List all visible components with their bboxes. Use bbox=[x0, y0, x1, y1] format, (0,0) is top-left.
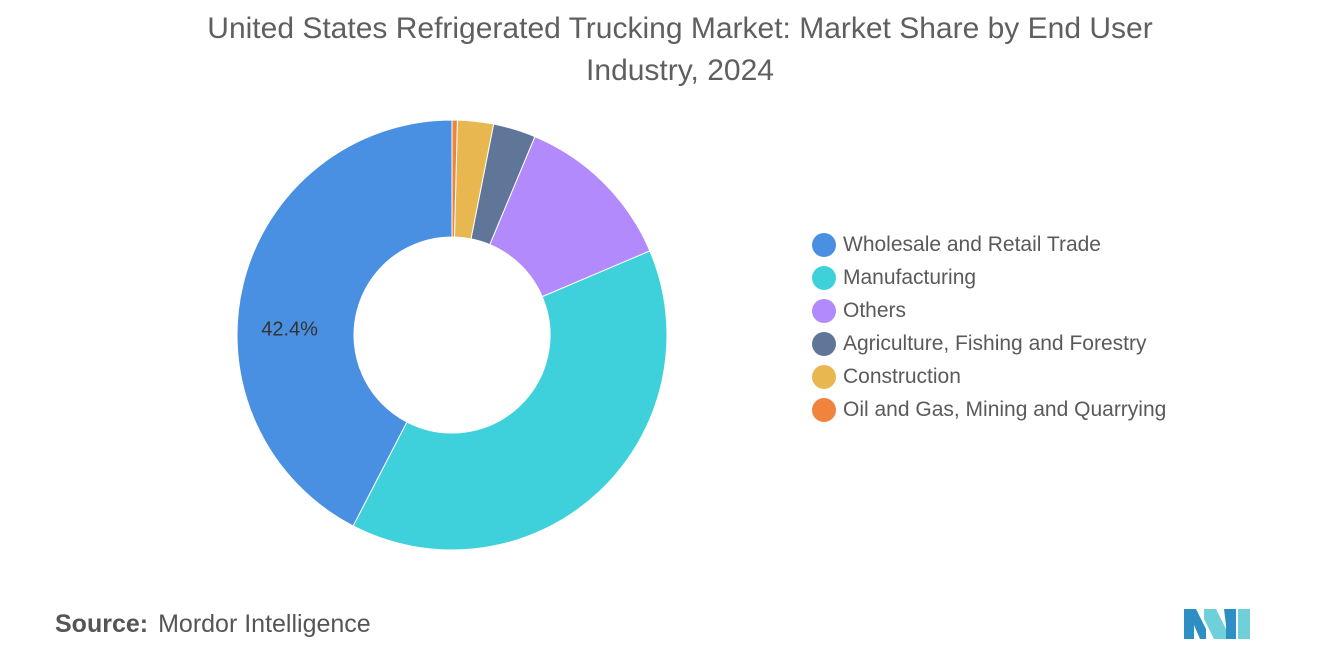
legend-swatch bbox=[812, 364, 836, 389]
legend-item: Others bbox=[812, 294, 1166, 327]
legend-swatch bbox=[812, 232, 836, 257]
legend-label: Wholesale and Retail Trade bbox=[843, 232, 1101, 256]
data-label: 42.4% bbox=[261, 319, 318, 341]
chart-legend: Wholesale and Retail Trade Manufacturing O… bbox=[812, 228, 1166, 426]
legend-label: Oil and Gas, Mining and Quarrying bbox=[843, 397, 1167, 421]
source-label: Source: bbox=[55, 610, 149, 638]
legend-label: Manufacturing bbox=[843, 265, 977, 289]
legend-swatch bbox=[812, 331, 836, 356]
legend-label: Agriculture, Fishing and Forestry bbox=[843, 331, 1147, 355]
pie-slice-oil-and-gas-mining-and-quarrying bbox=[451, 119, 458, 238]
legend-swatch bbox=[812, 397, 836, 422]
chart-title: United States Refrigerated Trucking Mark… bbox=[207, 12, 1153, 87]
legend-label: Construction bbox=[843, 364, 961, 388]
pie-slice-wholesale-and-retail-trade bbox=[236, 119, 453, 527]
mordor-intelligence-logo-icon bbox=[1184, 609, 1250, 639]
legend-item: Agriculture, Fishing and Forestry bbox=[812, 327, 1166, 360]
source-value: Mordor Intelligence bbox=[158, 610, 371, 638]
donut-chart: 42.4% bbox=[236, 119, 668, 551]
legend-item: Wholesale and Retail Trade bbox=[812, 228, 1166, 261]
legend-item: Manufacturing bbox=[812, 261, 1166, 294]
legend-swatch bbox=[812, 298, 836, 323]
legend-item: Construction bbox=[812, 360, 1166, 393]
legend-swatch bbox=[812, 265, 836, 290]
legend-item: Oil and Gas, Mining and Quarrying bbox=[812, 393, 1166, 426]
source-note: Source: Mordor Intelligence bbox=[55, 610, 371, 639]
legend-label: Others bbox=[843, 298, 907, 322]
pie-slice-manufacturing bbox=[352, 250, 668, 551]
